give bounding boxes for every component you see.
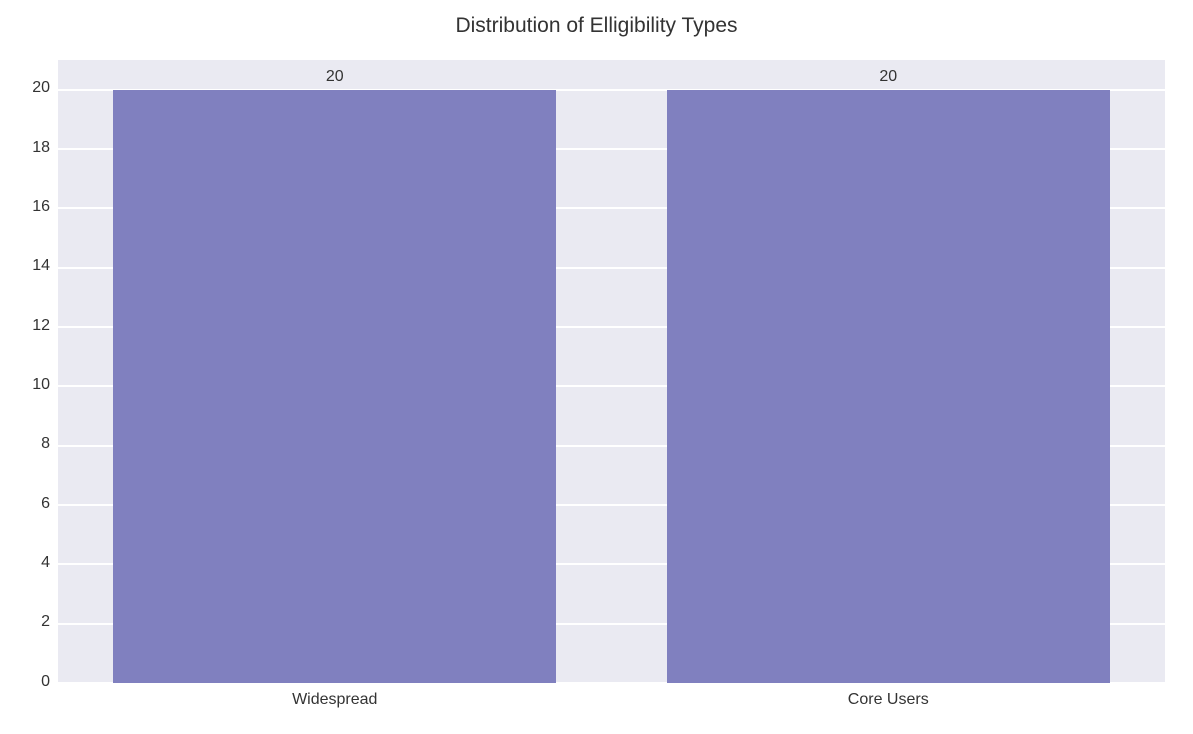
ytick-label: 12 <box>10 317 50 335</box>
ytick-label: 0 <box>10 673 50 691</box>
xtick-label: Core Users <box>612 691 1166 709</box>
ytick-label: 16 <box>10 198 50 216</box>
bar-chart: Distribution of Elligibility Types 0 2 4 6 8… <box>0 0 1193 734</box>
chart-title: Distribution of Elligibility Types <box>0 14 1193 38</box>
ytick-label: 20 <box>10 79 50 97</box>
bar <box>113 90 556 683</box>
bar-value-label: 20 <box>113 68 556 86</box>
xtick-label: Widespread <box>58 691 612 709</box>
ytick-label: 4 <box>10 554 50 572</box>
ytick-label: 10 <box>10 376 50 394</box>
bar-value-label: 20 <box>667 68 1110 86</box>
ytick-label: 2 <box>10 613 50 631</box>
ytick-label: 14 <box>10 257 50 275</box>
ytick-label: 18 <box>10 139 50 157</box>
ytick-label: 6 <box>10 495 50 513</box>
bar <box>667 90 1110 683</box>
plot-area: 0246810121416182020Widespread20Core User… <box>58 60 1165 683</box>
ytick-label: 8 <box>10 435 50 453</box>
